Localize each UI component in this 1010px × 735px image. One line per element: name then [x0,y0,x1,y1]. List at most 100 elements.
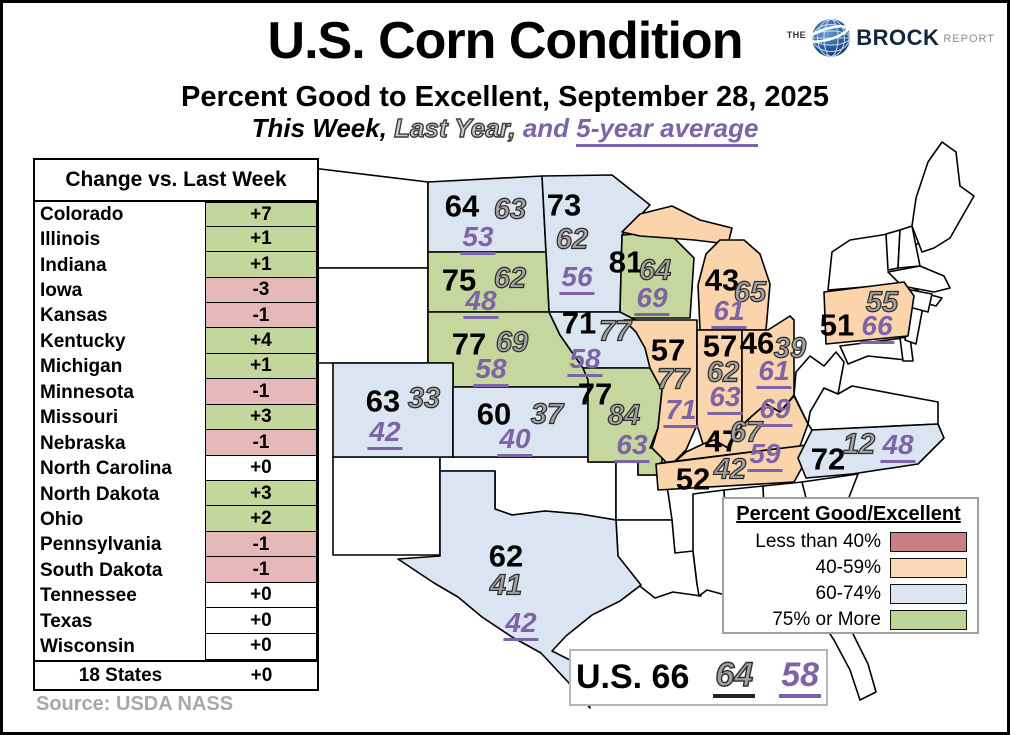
brock-report-logo: THE BROCK REPORT [787,17,995,59]
legend-title: Percent Good/Excellent [736,503,961,525]
legend-label: 40-59% [815,557,882,578]
state-WY-outline [312,267,429,364]
state-NM-outline [332,456,441,556]
change-table-body: Colorado +7 Illinois +1 Indiana +1 Iowa -3 Kansa… [35,202,317,660]
table-change-value: +3 [204,480,317,508]
table-row-KY: Kentucky +4 [35,327,317,355]
state-MO [582,367,663,476]
table-state-name: Kansas [40,305,108,327]
legend-row: 75% or More [730,607,967,633]
state-NC [797,423,945,479]
state-MI-upper [621,205,733,245]
table-state-name: Minnesota [40,381,134,403]
table-row-TN: Tennessee +0 [35,581,317,609]
legend-swatch [890,584,967,604]
state-ME-outline [911,141,975,253]
table-row-CO: Colorado +7 [35,202,317,228]
subtitle: Percent Good to Excellent, September 28,… [181,81,829,113]
table-state-name: Ohio [40,508,84,530]
state-KY [659,395,809,467]
state-MD-outline [839,337,907,365]
caption-conjunction: and [522,113,577,143]
table-change-value: -1 [204,556,317,584]
table-state-name: Wisconsin [40,636,135,658]
table-row-MI: Michigan +1 [35,352,317,381]
table-state-name: Indiana [40,254,107,276]
us-total-box: U.S. 66 64 58 [569,649,828,706]
state-ND [427,175,547,253]
legend-label: 60-74% [815,583,882,604]
legend-row: Less than 40% [730,529,967,555]
table-change-value: +1 [204,251,317,279]
caption-last-year: Last Year, [393,112,516,143]
change-vs-last-week-table: Change vs. Last Week Colorado +7 Illinois +… [33,158,319,691]
state-TX [397,470,642,709]
table-change-value: +4 [204,327,317,355]
table-row-IN: Indiana +1 [35,251,317,279]
logo-brand-label: BROCK [856,25,940,50]
legend-row: 60-74% [730,581,967,607]
table-change-value: +0 [204,632,317,660]
table-state-name: Tennessee [40,585,137,607]
total-row-label: 18 States [78,664,163,686]
caption-five-year: 5-year average [576,113,759,147]
source-credit: Source: USDA NASS [36,693,234,715]
legend-label: Less than 40% [755,531,881,552]
table-change-value: -1 [204,301,317,330]
table-state-name: Texas [40,610,93,632]
table-row-IA: Iowa -3 [35,276,317,304]
table-row-WI: Wisconsin +0 [35,632,317,660]
table-state-name: Colorado [40,203,124,225]
legend-swatch [890,532,967,552]
logo-suffix-label: REPORT [943,33,995,45]
table-change-value: +0 [204,607,317,635]
state-MT-outline [311,167,429,269]
color-legend: Percent Good/Excellent Less than 40% 40-5… [722,497,979,634]
table-change-value: +0 [204,581,317,609]
table-change-value: +1 [204,225,317,253]
total-row-change: +0 [250,664,273,686]
state-PA [823,281,915,345]
logo-the-label: THE [786,30,807,40]
state-VA-outline [807,385,939,431]
state-SD [427,251,550,313]
table-change-value: +0 [204,454,317,482]
us-total-last-year: 64 [713,657,756,698]
table-state-name: South Dakota [40,559,163,581]
state-MI [697,239,771,331]
us-total-five-year: 58 [779,658,822,698]
globe-icon [810,19,851,57]
legend-swatch [890,558,967,578]
table-state-name: Iowa [40,280,83,302]
table-row-SD: South Dakota -1 [35,556,317,584]
state-WV-outline [793,351,845,425]
table-row-PA: Pennsylvania -1 [35,530,317,559]
table-state-name: North Dakota [40,483,160,505]
table-row-NC: North Carolina +0 [35,454,317,482]
table-state-name: Michigan [40,356,123,378]
table-state-name: Illinois [40,229,101,251]
table-row-OH: Ohio +2 [35,505,317,533]
change-table-title: Change vs. Last Week [35,160,317,202]
table-state-name: Pennsylvania [40,534,162,556]
series-caption: This Week, Last Year, and 5-year average [3,112,1007,147]
legend-rows: Less than 40% 40-59% 60-74% 75% or More [730,529,967,633]
table-change-value: +2 [204,505,317,533]
table-row-IL: Illinois +1 [35,225,317,253]
state-KS [452,386,589,458]
table-row-KS: Kansas -1 [35,301,317,330]
table-state-name: Missouri [40,407,119,429]
table-state-name: Kentucky [40,330,126,352]
legend-row: 40-59% [730,555,967,581]
caption-this-week: This Week, [251,113,387,143]
table-change-value: -1 [204,378,317,406]
legend-label: 75% or More [772,609,881,630]
table-row-NE: Nebraska -1 [35,429,317,457]
table-change-value: -1 [204,530,317,559]
table-change-value: +7 [204,202,317,228]
table-state-name: Nebraska [40,432,126,454]
us-total-this-week: U.S. 66 [575,658,690,696]
page-title: U.S. Corn Condition [267,12,744,70]
state-WI [619,231,695,319]
